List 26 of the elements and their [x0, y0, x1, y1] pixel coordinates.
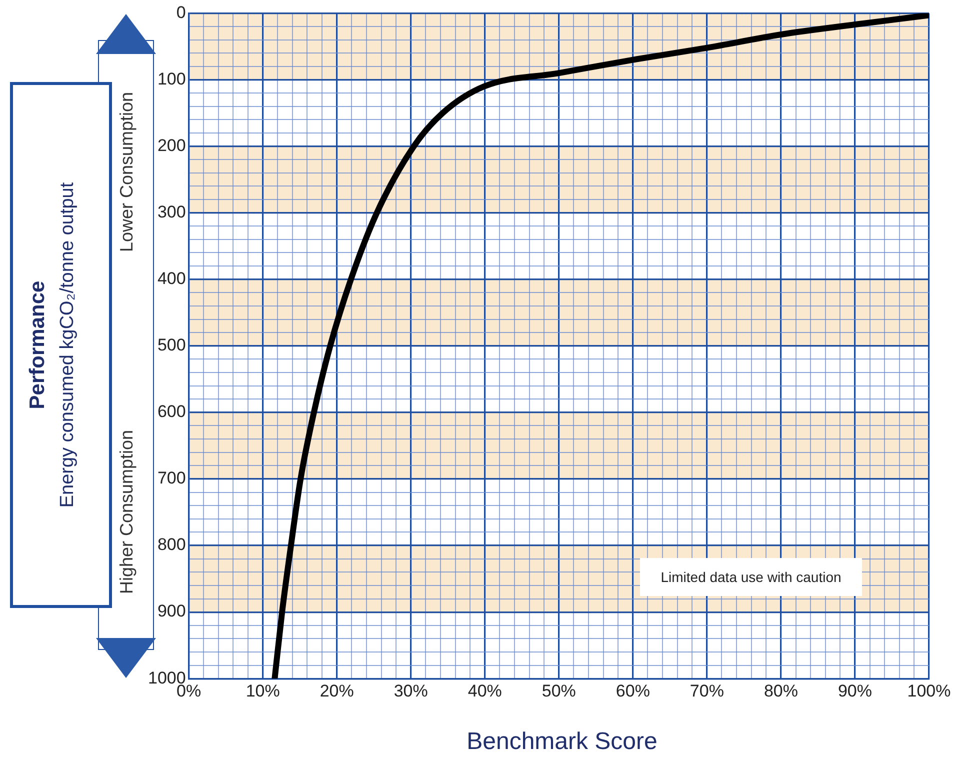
y-tick-label: 100	[157, 69, 186, 88]
y-tick-label: 800	[157, 535, 186, 554]
y-tick-label: 400	[157, 269, 186, 288]
y-tick-label: 0	[176, 2, 186, 22]
y-tick-label: 300	[157, 202, 186, 222]
text: Performance	[26, 280, 50, 410]
text: Lower Consumption	[116, 92, 138, 252]
x-tick-label: 80%	[764, 681, 798, 700]
text: Higher Consumption	[116, 430, 138, 594]
x-tick-label: 50%	[542, 681, 576, 700]
y-axis-title: Energy consumed kgCO₂/tonne output	[57, 182, 79, 508]
annotation: Limited data use with caution	[640, 558, 862, 596]
x-axis-title: Benchmark Score	[466, 728, 658, 756]
x-tick-label: 100%	[907, 681, 951, 700]
y-tick-label: 600	[157, 402, 186, 422]
x-tick-label: 10%	[246, 681, 280, 700]
x-tick-label: 70%	[690, 681, 724, 700]
x-tick-label: 20%	[320, 681, 354, 700]
y-tick-label: 900	[157, 602, 186, 621]
y-tick-label: 500	[157, 336, 186, 355]
y-tick-label: 200	[157, 136, 186, 155]
y-tick-label: 700	[157, 468, 186, 488]
x-tick-label: 40%	[468, 681, 502, 700]
x-tick-label: 90%	[838, 681, 872, 700]
x-tick-label: 60%	[616, 681, 650, 700]
x-tick-label: 30%	[394, 681, 428, 700]
